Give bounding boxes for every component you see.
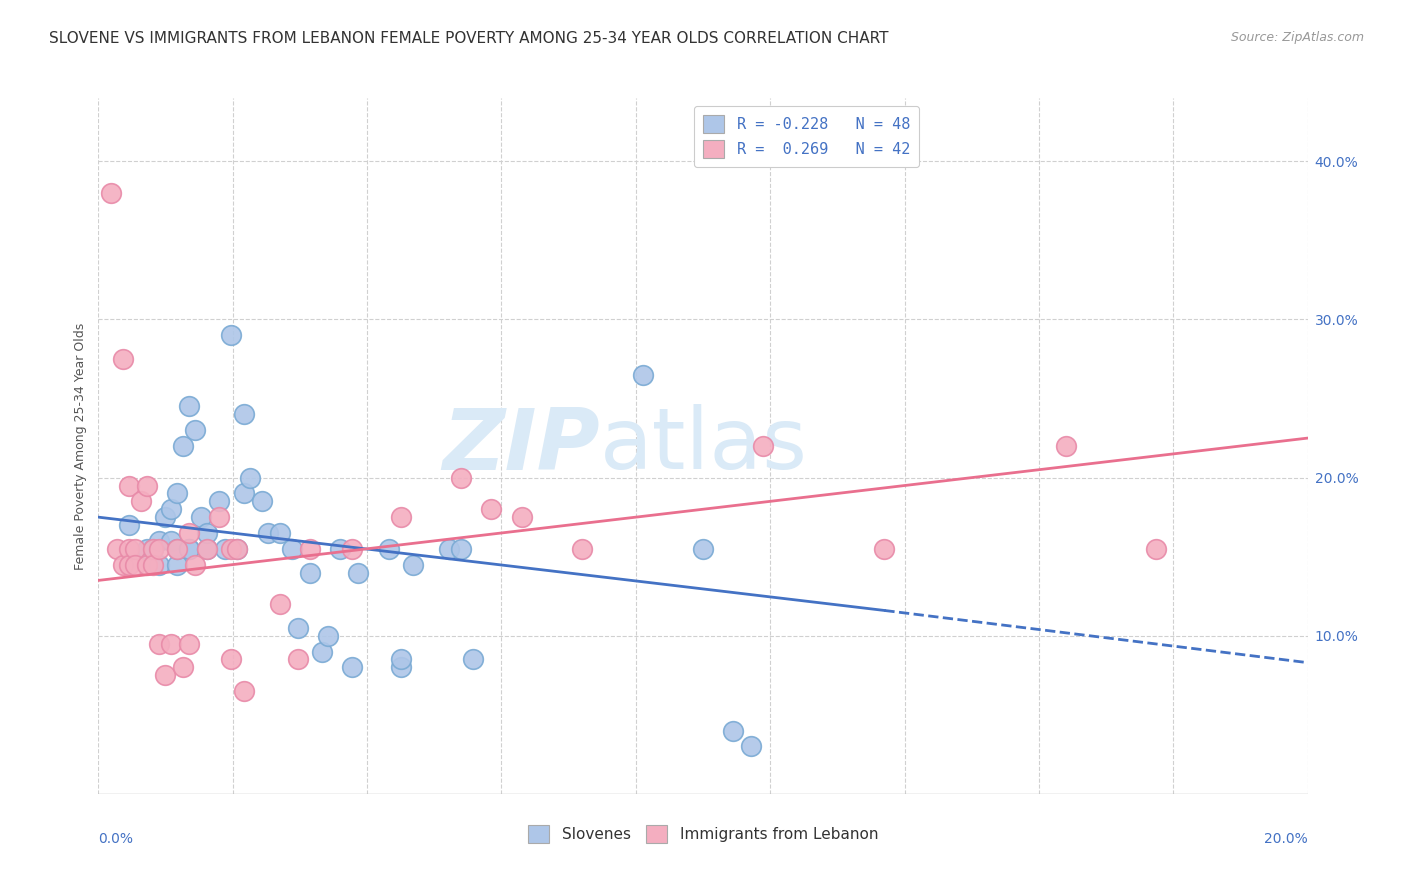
Point (129, 494, 152, 508)
Point (221, 328, 243, 343)
Point (347, 566, 370, 580)
Point (172, 660, 194, 674)
Point (124, 541, 146, 556)
Point (510, 510, 533, 524)
Point (179, 637, 201, 651)
Point (450, 470, 472, 484)
Point (148, 541, 170, 556)
Point (873, 541, 896, 556)
Point (160, 502, 183, 516)
Point (232, 684, 254, 698)
Point (190, 510, 212, 524)
Point (184, 558, 207, 572)
Point (153, 668, 176, 682)
Point (226, 541, 249, 556)
Point (142, 541, 165, 556)
Point (135, 558, 157, 572)
Point (166, 486, 188, 500)
Point (135, 478, 157, 492)
Point (1144, 541, 1167, 556)
Point (316, 629, 339, 643)
Point (179, 541, 201, 556)
Point (118, 518, 141, 533)
Point (179, 525, 201, 540)
Point (172, 439, 194, 453)
Text: 20.0%: 20.0% (1264, 832, 1308, 847)
Point (221, 541, 243, 556)
Y-axis label: Female Poverty Among 25-34 Year Olds: Female Poverty Among 25-34 Year Olds (75, 322, 87, 570)
Point (329, 541, 352, 556)
Point (692, 541, 714, 556)
Point (148, 558, 170, 572)
Point (142, 541, 165, 556)
Point (342, 660, 364, 674)
Point (160, 637, 183, 651)
Point (148, 533, 170, 548)
Point (402, 558, 425, 572)
Point (166, 541, 188, 556)
Point (184, 423, 207, 437)
Point (232, 486, 254, 500)
Text: SLOVENE VS IMMIGRANTS FROM LEBANON FEMALE POVERTY AMONG 25-34 YEAR OLDS CORRELAT: SLOVENE VS IMMIGRANTS FROM LEBANON FEMAL… (49, 31, 889, 46)
Point (100, 186, 122, 200)
Point (195, 541, 218, 556)
Point (281, 541, 304, 556)
Point (221, 652, 243, 666)
Point (208, 494, 231, 508)
Point (299, 541, 322, 556)
Point (153, 510, 176, 524)
Point (111, 558, 134, 572)
Point (118, 541, 141, 556)
Point (250, 494, 273, 508)
Point (148, 637, 170, 651)
Point (232, 408, 254, 422)
Point (631, 368, 654, 382)
Text: atlas: atlas (600, 404, 808, 488)
Point (160, 533, 183, 548)
Text: 0.0%: 0.0% (98, 832, 134, 847)
Point (166, 558, 188, 572)
Point (450, 541, 472, 556)
Point (311, 644, 333, 658)
Point (740, 739, 762, 754)
Point (195, 525, 218, 540)
Text: Source: ZipAtlas.com: Source: ZipAtlas.com (1230, 31, 1364, 45)
Point (208, 510, 231, 524)
Point (287, 652, 309, 666)
Point (142, 558, 165, 572)
Point (269, 597, 291, 611)
Point (342, 541, 364, 556)
Point (389, 652, 412, 666)
Point (752, 439, 775, 453)
Point (105, 541, 128, 556)
Point (389, 660, 412, 674)
Legend: Slovenes, Immigrants from Lebanon: Slovenes, Immigrants from Lebanon (522, 819, 884, 849)
Point (239, 470, 262, 484)
Point (723, 723, 745, 738)
Point (287, 621, 309, 635)
Point (1054, 439, 1077, 453)
Point (377, 541, 399, 556)
Text: ZIP: ZIP (443, 404, 600, 488)
Point (481, 502, 503, 516)
Point (118, 478, 141, 492)
Point (269, 525, 291, 540)
Point (135, 541, 157, 556)
Point (437, 541, 460, 556)
Point (124, 558, 146, 572)
Point (179, 541, 201, 556)
Point (166, 541, 188, 556)
Point (571, 541, 593, 556)
Point (118, 558, 141, 572)
Point (463, 652, 485, 666)
Point (256, 525, 278, 540)
Point (214, 541, 236, 556)
Point (226, 541, 249, 556)
Point (195, 541, 218, 556)
Point (389, 510, 412, 524)
Point (111, 351, 134, 366)
Point (179, 400, 201, 414)
Point (299, 566, 322, 580)
